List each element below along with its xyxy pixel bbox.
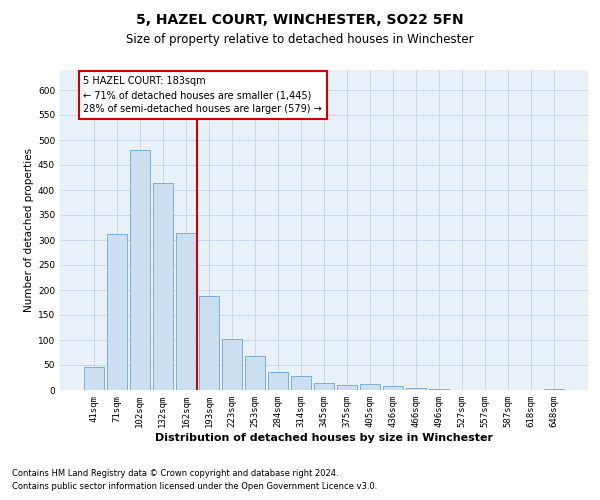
Text: Size of property relative to detached houses in Winchester: Size of property relative to detached ho… [126, 32, 474, 46]
Y-axis label: Number of detached properties: Number of detached properties [24, 148, 34, 312]
Bar [360, 384, 380, 390]
Bar [84, 367, 104, 390]
X-axis label: Distribution of detached houses by size in Winchester: Distribution of detached houses by size … [155, 432, 493, 442]
Text: Contains HM Land Registry data © Crown copyright and database right 2024.: Contains HM Land Registry data © Crown c… [12, 468, 338, 477]
Bar [337, 384, 357, 390]
Bar [199, 296, 218, 390]
Text: 5 HAZEL COURT: 183sqm
← 71% of detached houses are smaller (1,445)
28% of semi-d: 5 HAZEL COURT: 183sqm ← 71% of detached … [83, 76, 322, 114]
Bar [245, 356, 265, 390]
Text: Contains public sector information licensed under the Open Government Licence v3: Contains public sector information licen… [12, 482, 377, 491]
Bar [222, 338, 242, 390]
Bar [176, 232, 196, 390]
Bar [130, 150, 149, 390]
Bar [406, 388, 426, 390]
Bar [268, 372, 288, 390]
Bar [291, 376, 311, 390]
Bar [383, 386, 403, 390]
Text: 5, HAZEL COURT, WINCHESTER, SO22 5FN: 5, HAZEL COURT, WINCHESTER, SO22 5FN [136, 12, 464, 26]
Bar [153, 183, 173, 390]
Bar [314, 383, 334, 390]
Bar [430, 388, 449, 390]
Bar [107, 234, 127, 390]
Bar [544, 388, 564, 390]
